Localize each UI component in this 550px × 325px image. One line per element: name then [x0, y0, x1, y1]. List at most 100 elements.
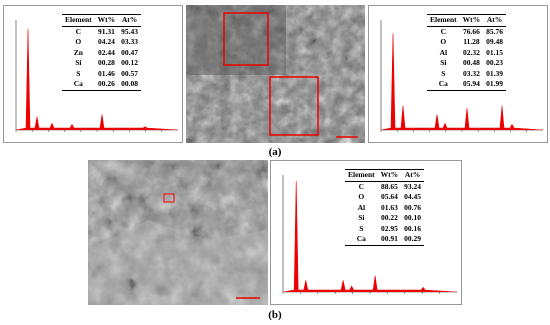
- cell: Si: [440, 58, 447, 68]
- header-row: Element Wt% At%: [345, 169, 425, 182]
- cell: Zn: [73, 47, 83, 57]
- cell: 00.23: [486, 58, 504, 68]
- cell: S: [76, 68, 81, 78]
- cell: Si: [75, 58, 82, 68]
- cell: 93.24: [404, 181, 422, 191]
- cell: 03.33: [121, 37, 139, 47]
- header-cell: Wt%: [459, 14, 484, 27]
- cell: O: [440, 37, 447, 47]
- header-cell: Element: [62, 14, 95, 27]
- cell: 00.28: [97, 58, 115, 68]
- row: S 02.95 00.16: [345, 224, 424, 235]
- cell: 11.28: [463, 37, 480, 47]
- spectrum-line: [282, 180, 458, 293]
- cell: 00.91: [377, 234, 402, 246]
- cell: 00.26: [94, 79, 119, 91]
- cell: 00.47: [121, 47, 139, 57]
- cell: 01.15: [486, 47, 504, 57]
- cell: O: [75, 37, 82, 47]
- spectrum-line: [15, 28, 179, 131]
- cell: O: [358, 192, 365, 202]
- cell: 00.12: [121, 58, 139, 68]
- spectrum-box: Element Wt% At% C 76.66 85.76 O 11.28 09.48 Al 02.…: [368, 5, 548, 143]
- row: O 11.28 09.48: [427, 37, 506, 48]
- header-cell: At%: [118, 14, 142, 27]
- cell: Si: [358, 213, 365, 223]
- row: Si 00.48 00.23: [427, 58, 506, 69]
- cell: 95.43: [121, 26, 139, 36]
- row: O 05.64 04.45: [345, 192, 424, 203]
- cell: 05.64: [380, 192, 398, 202]
- panel-label: (b): [268, 309, 282, 321]
- header-cell: Element: [427, 14, 460, 27]
- cell: 03.32: [462, 68, 480, 78]
- sem-image: [186, 5, 365, 143]
- cell: 01.99: [483, 79, 507, 91]
- spectrum: [15, 20, 179, 132]
- header-cell: Element: [345, 169, 378, 182]
- row: Ca 05.94 01.99: [427, 79, 507, 91]
- header-cell: Wt%: [377, 169, 402, 182]
- cell: 00.16: [404, 223, 422, 233]
- row: S 01.46 00.57: [62, 69, 141, 80]
- cell: 85.76: [486, 26, 504, 36]
- cell: Ca: [427, 79, 460, 91]
- panel-label: (a): [268, 146, 282, 158]
- cell: 00.08: [118, 79, 142, 91]
- cell: 09.48: [486, 37, 504, 47]
- cell: 04.45: [404, 192, 422, 202]
- header-row: Element Wt% At%: [427, 14, 507, 27]
- cell: Al: [357, 202, 366, 212]
- cell: 02.95: [380, 223, 398, 233]
- cell: 00.22: [380, 213, 398, 223]
- cell: 02.32: [462, 47, 480, 57]
- cell: 00.76: [404, 202, 422, 212]
- spectrum: [282, 175, 458, 294]
- row: S 03.32 01.39: [427, 69, 506, 80]
- spectrum-box: Element Wt% At% C 91.31 95.43 O 04.24 03.33 Zn 02.…: [3, 5, 183, 143]
- composition-table: Element Wt% At% C 76.66 85.76 O 11.28 09.48 Al 02.…: [427, 14, 507, 91]
- row: O 04.24 03.33: [62, 37, 141, 48]
- composition-table: Element Wt% At% C 88.65 93.24 O 05.64 04.45 Al 01.…: [345, 169, 425, 246]
- cell: Ca: [345, 234, 378, 246]
- cell: 02.44: [97, 47, 115, 57]
- cell: 00.29: [401, 234, 425, 246]
- cell: C: [440, 26, 447, 36]
- spectrum: [380, 20, 544, 132]
- cell: S: [359, 223, 364, 233]
- row: Al 02.32 01.15: [427, 48, 506, 59]
- cell: 00.10: [404, 213, 422, 223]
- cell: C: [358, 181, 365, 191]
- row: Si 00.28 00.12: [62, 58, 141, 69]
- cell: 00.57: [121, 68, 139, 78]
- sem-image: [88, 160, 268, 305]
- cell: 00.48: [462, 58, 480, 68]
- cell: S: [441, 68, 446, 78]
- spectrum-box: Element Wt% At% C 88.65 93.24 O 05.64 04.45 Al 01.…: [270, 160, 462, 305]
- cell: 01.39: [486, 68, 504, 78]
- row: Ca 00.91 00.29: [345, 234, 425, 246]
- header-cell: Wt%: [94, 14, 119, 27]
- row: Ca 00.26 00.08: [62, 79, 142, 91]
- header-row: Element Wt% At%: [62, 14, 142, 27]
- cell: 05.94: [459, 79, 484, 91]
- header-cell: At%: [483, 14, 507, 27]
- row: C 91.31 95.43: [62, 26, 141, 37]
- cell: 91.31: [97, 26, 115, 36]
- cell: 01.63: [380, 202, 398, 212]
- spectrum-line: [380, 33, 544, 131]
- cell: Ca: [62, 79, 95, 91]
- row: C 76.66 85.76: [427, 26, 506, 37]
- cell: Al: [439, 47, 448, 57]
- row: Si 00.22 00.10: [345, 213, 424, 224]
- row: Zn 02.44 00.47: [62, 48, 141, 59]
- cell: 01.46: [97, 68, 115, 78]
- cell: C: [75, 26, 82, 36]
- composition-table: Element Wt% At% C 91.31 95.43 O 04.24 03.33 Zn 02.…: [62, 14, 142, 91]
- cell: 76.66: [462, 26, 480, 36]
- cell: 88.65: [380, 181, 398, 191]
- row: Al 01.63 00.76: [345, 203, 424, 214]
- cell: 04.24: [97, 37, 115, 47]
- row: C 88.65 93.24: [345, 181, 424, 192]
